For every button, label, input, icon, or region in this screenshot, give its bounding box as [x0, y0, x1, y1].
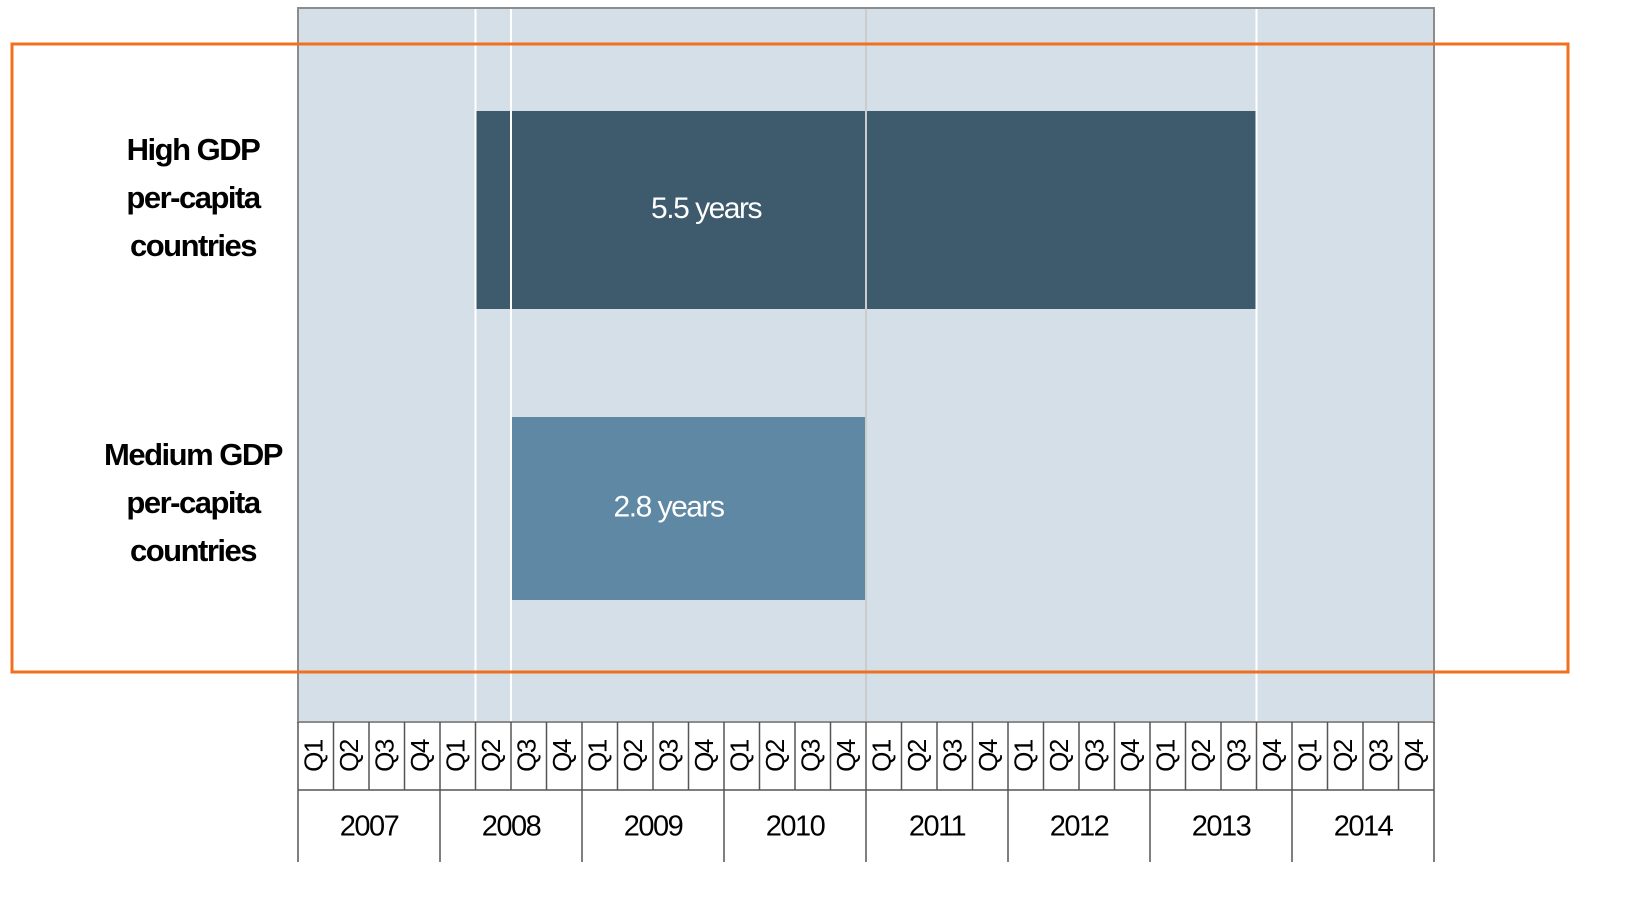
row-label: High GDP: [127, 132, 260, 167]
quarter-label: Q3: [512, 739, 542, 772]
bar: [511, 417, 866, 600]
quarter-label: Q1: [725, 739, 755, 772]
year-label: 2010: [766, 811, 825, 843]
year-label: 2008: [482, 811, 541, 843]
row-label: per-capita: [126, 180, 261, 215]
row-label: per-capita: [126, 485, 261, 520]
quarter-label: Q1: [1293, 739, 1323, 772]
year-label: 2009: [624, 811, 683, 843]
quarter-label: Q4: [831, 739, 861, 772]
quarter-label: Q2: [1186, 739, 1216, 772]
quarter-label: Q2: [618, 739, 648, 772]
quarter-label: Q1: [583, 739, 613, 772]
year-label: 2012: [1050, 811, 1109, 843]
quarter-label: Q4: [689, 739, 719, 772]
quarter-label: Q3: [370, 739, 400, 772]
quarter-label: Q4: [1399, 739, 1429, 772]
quarter-label: Q4: [547, 739, 577, 772]
quarter-label: Q2: [902, 739, 932, 772]
year-label: 2011: [909, 811, 966, 843]
quarter-label: Q3: [654, 739, 684, 772]
quarter-label: Q4: [1257, 739, 1287, 772]
year-label: 2013: [1192, 811, 1251, 843]
quarter-label: Q2: [334, 739, 364, 772]
year-label: 2007: [340, 811, 399, 843]
highlight-box: [10, 42, 1570, 674]
quarter-label: Q4: [973, 739, 1003, 772]
quarter-label: Q1: [867, 739, 897, 772]
quarter-label: Q2: [760, 739, 790, 772]
quarter-label: Q1: [1009, 739, 1039, 772]
quarter-label: Q1: [1151, 739, 1181, 772]
year-label: 2014: [1334, 811, 1394, 843]
quarter-label: Q2: [476, 739, 506, 772]
quarter-label: Q3: [1364, 739, 1394, 772]
quarter-label: Q1: [441, 739, 471, 772]
bar-label: 2.8 years: [614, 490, 724, 523]
quarter-label: Q3: [1222, 739, 1252, 772]
quarter-label: Q3: [1080, 739, 1110, 772]
quarter-label: Q2: [1044, 739, 1074, 772]
row-label: countries: [130, 228, 256, 263]
quarter-label: Q3: [796, 739, 826, 772]
quarter-label: Q2: [1328, 739, 1358, 772]
quarter-label: Q4: [1115, 739, 1145, 772]
quarter-label: Q1: [299, 739, 329, 772]
row-label: Medium GDP: [104, 437, 283, 472]
bar-label: 5.5 years: [651, 192, 761, 225]
row-label: countries: [130, 533, 256, 568]
quarter-label: Q4: [405, 739, 435, 772]
quarter-label: Q3: [938, 739, 968, 772]
